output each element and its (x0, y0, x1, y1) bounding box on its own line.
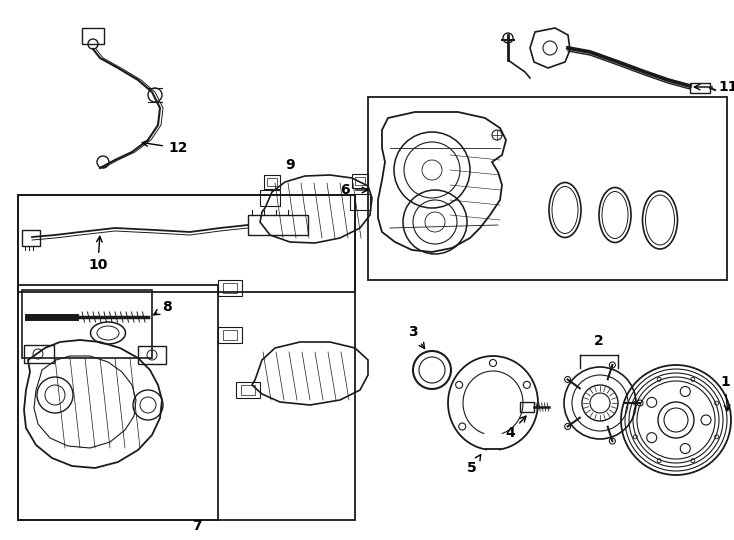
Text: 10: 10 (88, 237, 108, 272)
Text: 5: 5 (467, 455, 481, 475)
Bar (223, 330, 237, 340)
Bar (18, 285, 218, 520)
Bar (248, 215, 308, 235)
Bar (22, 230, 40, 246)
Text: 8: 8 (153, 300, 172, 315)
Bar (218, 280, 242, 296)
Bar (218, 327, 242, 343)
Text: 7: 7 (192, 519, 202, 533)
Bar (82, 28, 104, 44)
Text: 6: 6 (341, 183, 368, 197)
Bar (236, 382, 260, 398)
Bar (223, 283, 237, 293)
Bar (260, 190, 280, 206)
Bar (22, 290, 152, 358)
Bar (355, 177, 365, 185)
Text: 9: 9 (286, 158, 295, 172)
Bar (264, 175, 280, 189)
Text: 11: 11 (694, 80, 734, 94)
Bar (18, 195, 355, 292)
Bar (138, 346, 166, 364)
Bar (18, 195, 355, 520)
Bar (24, 345, 54, 363)
Bar (690, 83, 710, 93)
Bar (241, 385, 255, 395)
Text: 4: 4 (505, 416, 526, 440)
Text: 3: 3 (408, 325, 424, 348)
Bar (267, 178, 277, 186)
Bar (350, 194, 370, 210)
Text: 2: 2 (594, 334, 604, 348)
Bar (520, 402, 534, 412)
Text: 12: 12 (142, 141, 187, 155)
Bar (352, 174, 368, 188)
Text: 1: 1 (720, 375, 730, 411)
